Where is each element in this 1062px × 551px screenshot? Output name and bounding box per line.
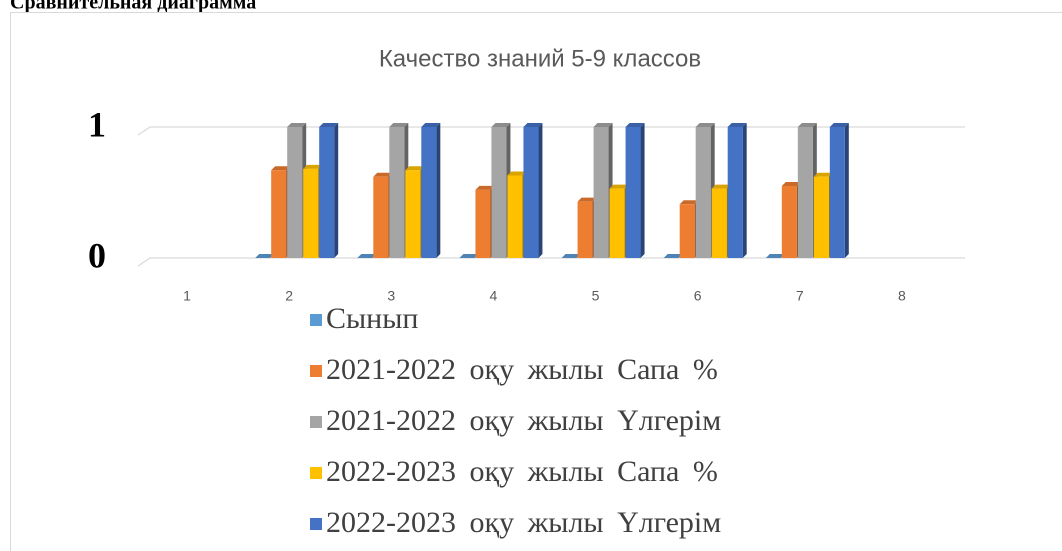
x-tick-label: 1	[183, 288, 191, 304]
bar	[695, 127, 711, 258]
y-tick-label: 0	[88, 235, 106, 275]
legend-label: Сынып	[326, 302, 418, 335]
bar	[421, 127, 437, 258]
bar-top	[797, 123, 817, 127]
bar-top	[577, 197, 597, 202]
bar-top	[491, 123, 511, 127]
bar	[813, 176, 829, 258]
bar-top	[593, 123, 613, 127]
x-tick-label: 2	[285, 288, 293, 304]
bar	[781, 185, 797, 258]
bar-top	[813, 172, 833, 177]
bar-top	[271, 166, 291, 171]
bar-top	[695, 123, 715, 127]
bar-side	[334, 123, 339, 258]
bar	[405, 170, 421, 258]
legend-marker	[310, 467, 322, 479]
bar	[373, 176, 389, 258]
bar-top	[609, 184, 629, 189]
bar-top	[475, 185, 495, 190]
legend-marker	[310, 416, 322, 428]
page-heading: Сравнительная диаграмма	[10, 0, 256, 14]
x-tick-label: 5	[592, 288, 600, 304]
bar-side	[844, 123, 849, 258]
x-tick-label: 6	[694, 288, 702, 304]
bar	[389, 127, 405, 258]
bar	[593, 127, 609, 258]
bar-top	[711, 184, 731, 189]
bar-top	[829, 123, 849, 127]
bar	[577, 201, 593, 258]
bar-top	[389, 123, 409, 127]
chart-title: Качество знаний 5-9 классов	[379, 45, 701, 72]
x-tick-label: 3	[387, 288, 395, 304]
bar-top	[373, 172, 393, 177]
bar-side	[640, 123, 645, 258]
x-tick-label: 8	[898, 288, 906, 304]
bar	[271, 170, 287, 258]
bar-side	[742, 123, 747, 258]
bar-top	[507, 171, 527, 176]
legend-label: 2022-2023 оқу жылы Сапа %	[326, 455, 718, 488]
bar	[507, 175, 523, 258]
grid-line	[137, 126, 965, 136]
bar	[319, 127, 335, 258]
bar-top	[287, 123, 307, 127]
bar	[727, 127, 743, 258]
bar-top	[625, 123, 645, 127]
bar	[625, 127, 641, 258]
bar-top	[303, 164, 323, 169]
bar-top	[421, 123, 441, 127]
legend-label: 2021-2022 оқу жылы Сапа %	[326, 353, 718, 386]
bar	[491, 127, 507, 258]
bar-top	[765, 254, 785, 258]
legend-label: 2021-2022 оқу жылы Үлгерім	[326, 404, 721, 437]
bar	[523, 127, 539, 258]
bar	[797, 127, 813, 258]
legend-marker	[310, 518, 322, 530]
bar	[711, 188, 727, 258]
bar-top	[781, 181, 801, 186]
bar-top	[679, 200, 699, 205]
x-tick-label: 4	[490, 288, 498, 304]
bar-top	[405, 166, 425, 171]
bar	[287, 127, 303, 258]
bar-side	[436, 123, 441, 258]
bar-top	[357, 254, 377, 258]
x-tick-label: 7	[796, 288, 804, 304]
bar-top	[523, 123, 543, 127]
chart-border	[10, 12, 1062, 551]
y-tick-label: 1	[88, 104, 106, 144]
legend-marker	[310, 314, 322, 326]
bar	[679, 204, 695, 258]
grid-line	[137, 257, 965, 267]
bar-top	[459, 254, 479, 258]
bar-top	[727, 123, 747, 127]
bar-top	[663, 254, 683, 258]
bar-top	[561, 254, 581, 258]
bar	[303, 168, 319, 258]
bar	[475, 189, 491, 258]
bar-top	[255, 254, 275, 258]
bar	[609, 188, 625, 258]
bar	[829, 127, 845, 258]
bar-side	[538, 123, 543, 258]
legend-label: 2022-2023 оқу жылы Үлгерім	[326, 506, 721, 539]
bar-top	[319, 123, 339, 127]
legend-marker	[310, 365, 322, 377]
